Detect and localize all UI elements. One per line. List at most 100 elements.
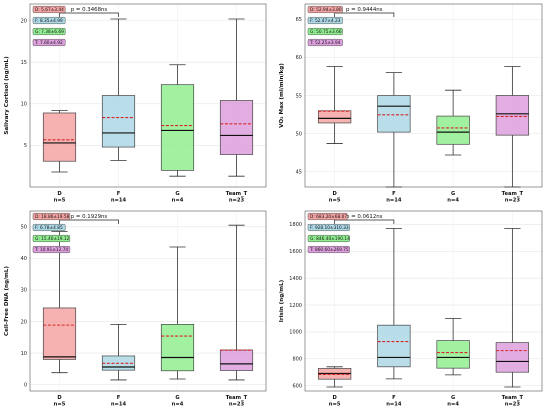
iqr-box xyxy=(219,100,254,155)
y-tick-label: 1200 xyxy=(289,303,302,309)
x-category-label: F xyxy=(392,191,396,197)
box-Team_T xyxy=(495,228,530,388)
box-D xyxy=(317,66,352,144)
x-category-label: Team_T xyxy=(226,395,248,401)
stat-box-bg xyxy=(307,234,350,243)
y-tick-label: 20 xyxy=(21,18,27,24)
y-tick-label: 60 xyxy=(296,55,302,61)
x-n-label: n=23 xyxy=(229,198,245,204)
iqr-box xyxy=(377,95,411,133)
box-Team_T xyxy=(219,224,254,381)
x-category-label: D xyxy=(332,395,337,401)
iqr-box xyxy=(377,324,411,368)
iqr-box xyxy=(495,95,530,136)
iqr-box xyxy=(101,95,136,148)
box-F xyxy=(101,18,136,161)
stat-box-bg xyxy=(32,16,66,25)
stat-box: G: 50.75±3.66 xyxy=(307,27,343,36)
chart-panel-4: 600 800 1000 1200 1400 1600 1800 Irisin (ng/mL)… xyxy=(279,210,543,408)
stat-box-bg xyxy=(32,27,66,36)
x-n-label: n=14 xyxy=(386,402,402,408)
y-tick-label: 45 xyxy=(296,170,302,176)
x-category-label: G xyxy=(175,395,179,401)
axes-frame xyxy=(29,3,267,188)
p-value-label: p = 0.1929ns xyxy=(71,214,108,220)
stat-box: D: 683.20±68.07 xyxy=(307,212,348,221)
x-category-label: G xyxy=(451,395,455,401)
y-tick-label: 0 xyxy=(24,382,27,388)
box-D xyxy=(317,366,352,388)
x-n-label: n=14 xyxy=(111,402,127,408)
iqr-box xyxy=(160,84,195,171)
stat-box: G: 7.38±6.69 xyxy=(32,27,66,36)
y-tick-label: 55 xyxy=(296,93,302,99)
stat-box-label: F: 928.10±310.33 xyxy=(310,225,349,231)
stat-box-bg xyxy=(307,245,350,254)
iqr-box xyxy=(317,110,352,124)
x-n-label: n=5 xyxy=(329,198,341,204)
x-category-label: Team_T xyxy=(502,191,524,197)
x-category-label: Team_T xyxy=(502,395,524,401)
x-category-label: G xyxy=(175,191,179,197)
stat-box: F: 52.47±4.23 xyxy=(307,16,343,25)
iqr-box xyxy=(42,112,77,162)
box-G xyxy=(436,89,470,156)
x-n-label: n=14 xyxy=(386,198,402,204)
stat-box: T: 52.25±3.94 xyxy=(307,38,343,47)
y-axis-label: VO₂ Max (ml/min/kg) xyxy=(279,63,285,128)
iqr-box xyxy=(219,349,254,371)
stat-box-label: G: 846.40±190.14 xyxy=(310,236,350,242)
box-G xyxy=(436,318,470,376)
axes-frame xyxy=(304,3,543,188)
x-n-label: n=5 xyxy=(54,402,66,408)
y-axis-label: Salivary Cortisol (ng/mL) xyxy=(4,56,10,135)
stat-box-bg xyxy=(32,223,66,232)
y-tick-label: 10 xyxy=(21,351,27,357)
stat-box-bg xyxy=(307,5,343,14)
x-category-label: Team_T xyxy=(226,191,248,197)
y-tick-label: 600 xyxy=(292,383,302,389)
axes-frame xyxy=(304,210,543,392)
stat-box: T: 10.91±12.74 xyxy=(32,245,71,254)
y-tick-label: 10 xyxy=(21,102,27,108)
stat-box-bg xyxy=(32,5,66,14)
stat-box-label: T: 860.60±269.75 xyxy=(309,247,349,253)
y-tick-label: 800 xyxy=(292,357,302,363)
stat-box-bg xyxy=(32,234,71,243)
stat-box-bg xyxy=(307,212,348,221)
stat-box-label: G: 7.38±6.69 xyxy=(35,29,64,35)
x-category-label: F xyxy=(117,395,121,401)
box-D xyxy=(42,231,77,374)
stat-box: D: 52.94±3.80 xyxy=(307,5,343,14)
box-G xyxy=(160,246,195,380)
stat-box-bg xyxy=(307,223,350,232)
y-tick-label: 65 xyxy=(296,17,302,23)
stat-box: G: 846.40±190.14 xyxy=(307,234,350,243)
x-n-label: n=23 xyxy=(505,402,521,408)
y-tick-label: 5 xyxy=(24,143,27,149)
x-category-label: G xyxy=(451,191,455,197)
x-category-label: F xyxy=(117,191,121,197)
x-n-label: n=4 xyxy=(172,402,184,408)
stat-box-label: D: 18.86±19.58 xyxy=(35,214,70,220)
axes-frame xyxy=(29,210,267,392)
iqr-box xyxy=(160,324,195,372)
x-category-label: F xyxy=(392,395,396,401)
box-D xyxy=(42,110,77,173)
box-Team_T xyxy=(219,18,254,177)
stat-box-label: T: 52.25±3.94 xyxy=(309,40,341,46)
y-tick-label: 50 xyxy=(296,131,302,137)
stat-box-label: F: 52.47±4.23 xyxy=(310,18,341,24)
y-tick-label: 30 xyxy=(21,288,27,294)
stat-box-label: G: 50.75±3.66 xyxy=(310,29,342,35)
stat-box: G: 15.40±19.12 xyxy=(32,234,71,243)
significance-bracket xyxy=(59,12,119,17)
x-n-label: n=23 xyxy=(229,402,245,408)
x-n-label: n=4 xyxy=(447,402,459,408)
stat-box: F: 8.35±4.99 xyxy=(32,16,66,25)
iqr-box xyxy=(436,115,470,145)
stat-box: F: 6.78±4.85 xyxy=(32,223,66,232)
stat-box: D: 5.67±3.44 xyxy=(32,5,66,14)
chart-panel-2: 45 50 55 60 65 VO₂ Max (ml/min/kg) Dn=5 Fn=14 Gn… xyxy=(279,3,543,204)
stat-box-bg xyxy=(307,38,343,47)
